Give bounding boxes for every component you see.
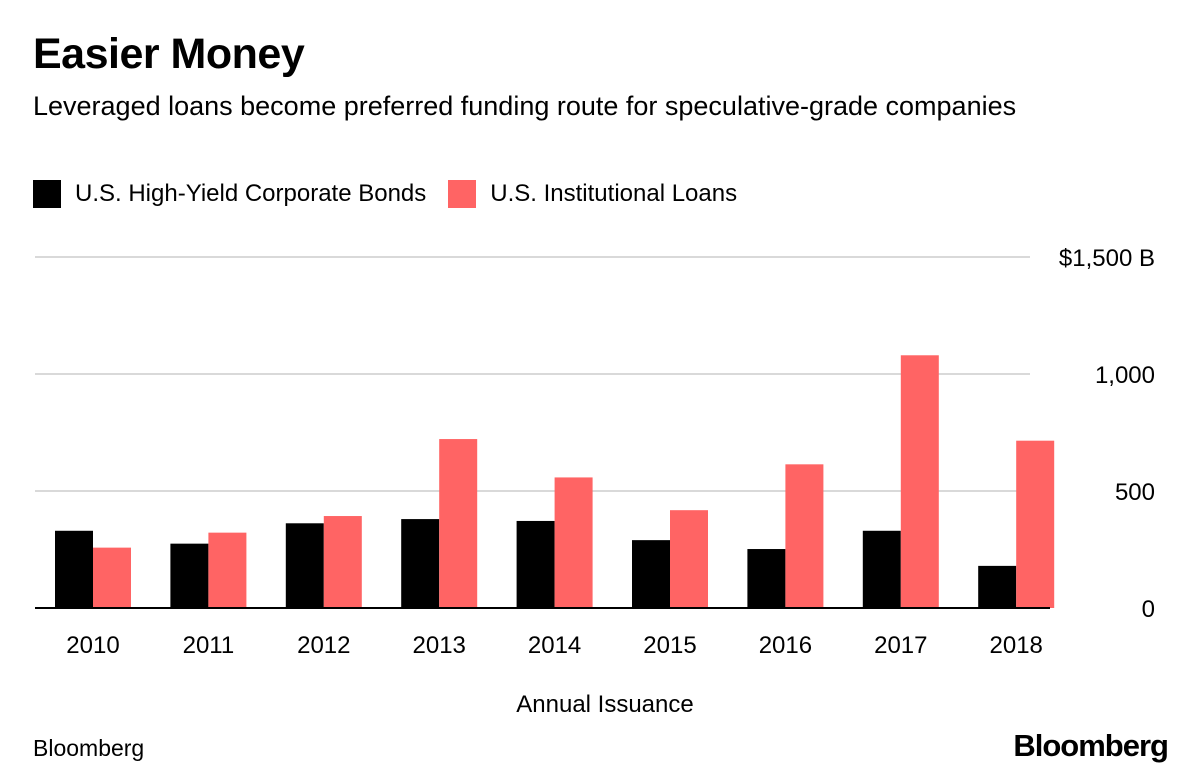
y-tick-label: 1,000 bbox=[1095, 362, 1155, 389]
gridlines bbox=[35, 256, 1030, 492]
bloomberg-logo: Bloomberg bbox=[1013, 728, 1169, 763]
legend-swatch-loans bbox=[448, 180, 477, 208]
bar-loans bbox=[1016, 440, 1055, 608]
bar-loans bbox=[208, 532, 247, 608]
bar-loans bbox=[900, 355, 939, 608]
y-tick-label: $1,500 B bbox=[1059, 245, 1155, 272]
bar-bonds bbox=[516, 520, 555, 608]
x-tick-label: 2010 bbox=[66, 632, 119, 659]
bar-bonds bbox=[55, 530, 93, 608]
bar-bonds bbox=[401, 519, 440, 608]
legend-label-bonds: U.S. High-Yield Corporate Bonds bbox=[75, 180, 427, 207]
y-tick-label: 500 bbox=[1115, 479, 1155, 506]
x-tick-label: 2015 bbox=[643, 632, 696, 659]
bars bbox=[55, 355, 1055, 608]
bar-loans bbox=[439, 439, 478, 608]
bar-loans bbox=[785, 464, 824, 608]
x-tick-label: 2014 bbox=[528, 632, 581, 659]
bar-bonds bbox=[862, 530, 901, 608]
legend-label-loans: U.S. Institutional Loans bbox=[490, 180, 738, 207]
bar-bonds bbox=[632, 540, 670, 608]
bar-loans bbox=[93, 547, 131, 608]
y-tick-label: 0 bbox=[1142, 596, 1155, 623]
bar-bonds bbox=[285, 523, 324, 608]
legend-item-bonds: U.S. High-Yield Corporate Bonds bbox=[33, 180, 426, 208]
bar-bonds bbox=[978, 565, 1017, 608]
legend-swatch-bonds bbox=[33, 180, 61, 208]
x-tick-label: 2011 bbox=[183, 632, 235, 659]
x-axis-title: Annual Issuance bbox=[516, 691, 693, 718]
bar-loans bbox=[670, 510, 708, 608]
chart-subtitle: Leveraged loans become preferred funding… bbox=[33, 91, 1017, 121]
x-tick-label: 2018 bbox=[990, 632, 1043, 659]
bar-loans bbox=[323, 516, 362, 608]
legend: U.S. High-Yield Corporate Bonds U.S. Ins… bbox=[33, 180, 759, 208]
legend-item-loans: U.S. Institutional Loans bbox=[448, 180, 737, 208]
bar-loans bbox=[554, 477, 593, 608]
bar-bonds bbox=[747, 549, 786, 608]
x-tick-label: 2016 bbox=[759, 632, 812, 659]
source-note: Bloomberg bbox=[33, 735, 145, 761]
x-tick-label: 2012 bbox=[297, 632, 350, 659]
chart-title: Easier Money bbox=[33, 30, 305, 78]
x-tick-label: 2013 bbox=[413, 632, 466, 659]
x-tick-label: 2017 bbox=[874, 632, 927, 659]
bar-bonds bbox=[170, 543, 209, 608]
x-axis-labels: 2010 2011 2012 2013 2014 2015 2016 2017 2018 bbox=[66, 632, 1043, 659]
y-axis-labels: 0 500 1,000 $1,500 B bbox=[1059, 245, 1155, 623]
